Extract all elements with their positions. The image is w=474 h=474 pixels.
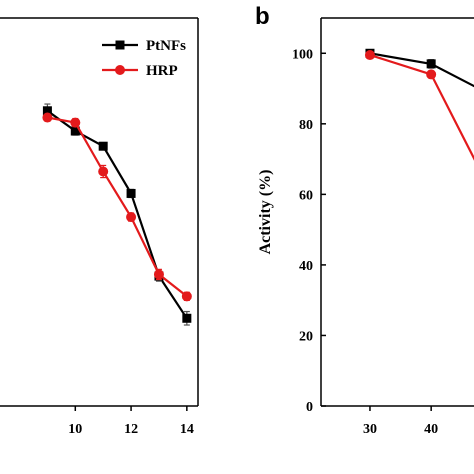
legend-marker bbox=[115, 40, 125, 50]
panel-a-x-tick-label: 12 bbox=[124, 422, 138, 437]
panel-a-series-hrp-point bbox=[126, 212, 137, 223]
panel-a-series-hrp-line bbox=[47, 116, 188, 298]
panel-b-y-ticks: 0 20 40 60 80 100 bbox=[292, 47, 326, 415]
legend-item-ptnfs: PtNFs bbox=[102, 38, 186, 54]
panel-a-x-tick-label: 14 bbox=[180, 422, 194, 437]
panel-a-series-ptnfs-point bbox=[126, 188, 136, 198]
panel-b-series-ptnfs bbox=[365, 48, 474, 88]
panel-a-series-ptnfs-point bbox=[98, 141, 108, 151]
panel-a-series-ptnfs-point bbox=[42, 106, 52, 116]
panel-a-series-hrp-point bbox=[153, 269, 164, 280]
panel-b-series-hrp-point bbox=[364, 50, 375, 61]
panel-a-series-hrp-point bbox=[181, 291, 192, 302]
panel-b-series-ptnfs-point bbox=[426, 59, 436, 69]
legend-label: PtNFs bbox=[146, 38, 186, 54]
panel-b-y-tick-label: 80 bbox=[299, 118, 313, 133]
legend-label: HRP bbox=[146, 63, 178, 79]
legend-marker bbox=[115, 65, 125, 75]
panel-b-x-tick-label: 40 bbox=[424, 422, 438, 437]
legend-item-hrp: HRP bbox=[102, 63, 178, 79]
panel-b-y-axis-label: Activity (%) bbox=[257, 170, 274, 255]
panel-b-y-tick-label: 20 bbox=[299, 329, 313, 344]
panel-a-series-ptnfs-line bbox=[46, 109, 188, 319]
panel-b-y-tick-label: 60 bbox=[299, 188, 313, 203]
panel-b-series-hrp-line bbox=[369, 53, 474, 161]
panel-b-series-hrp bbox=[364, 50, 474, 161]
panel-b: b 30 40 0 20 40 60 80 100 Activity (%) bbox=[255, 3, 474, 437]
panel-b-letter: b bbox=[255, 3, 270, 30]
panel-a-x-tick-label: 10 bbox=[68, 422, 82, 437]
panel-b-y-tick-label: 100 bbox=[292, 47, 313, 62]
panel-a: 10 12 14 PtNFs HRP bbox=[0, 17, 199, 437]
panel-a-x-ticks: 10 12 14 bbox=[68, 406, 194, 437]
panel-a-series-hrp bbox=[42, 112, 192, 302]
panel-a-series-ptnfs-point bbox=[70, 126, 80, 136]
panel-a-legend: PtNFs HRP bbox=[102, 38, 186, 79]
panel-a-series-ptnfs-point bbox=[182, 313, 192, 323]
panel-b-x-ticks: 30 40 bbox=[363, 406, 438, 437]
panel-a-plot bbox=[42, 103, 192, 326]
panel-a-series-hrp-point bbox=[98, 166, 109, 177]
panel-b-plot bbox=[364, 48, 474, 161]
panel-b-y-tick-label: 40 bbox=[299, 259, 313, 274]
panel-b-y-tick-label: 0 bbox=[306, 400, 313, 415]
panel-a-series-ptnfs bbox=[42, 103, 192, 326]
panel-b-series-hrp-point bbox=[426, 69, 437, 80]
panel-a-series-hrp-point bbox=[42, 112, 53, 123]
panel-b-x-tick-label: 30 bbox=[363, 422, 377, 437]
panel-a-series-hrp-point bbox=[70, 117, 81, 128]
